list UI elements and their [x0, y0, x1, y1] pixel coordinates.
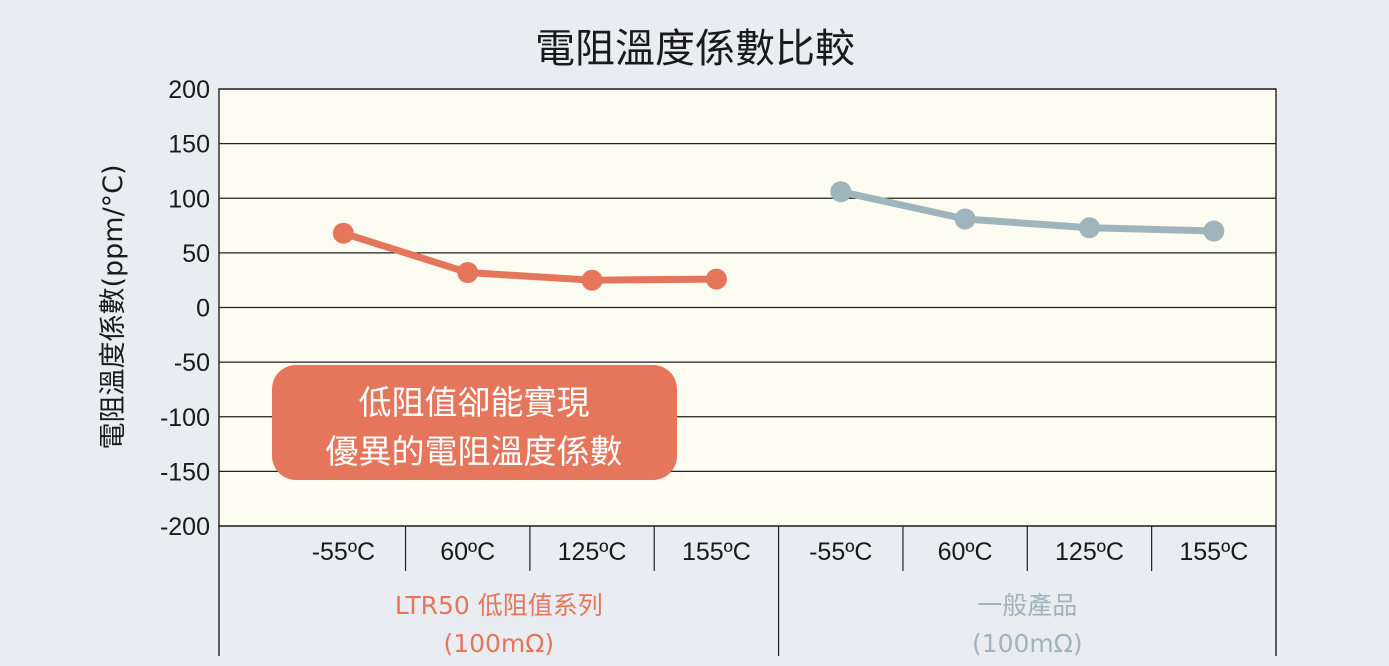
group-label-unit: (100mΩ) [972, 629, 1083, 658]
data-point [954, 208, 976, 230]
data-point [581, 269, 603, 291]
annotation-text-line2: 優異的電阻溫度係數 [326, 432, 623, 471]
x-tick-label: 125ºC [1055, 538, 1124, 566]
data-point [1203, 220, 1225, 242]
y-tick-label: 0 [196, 295, 210, 323]
y-tick-label: 200 [168, 76, 210, 104]
x-tick-label: -55ºC [809, 538, 872, 566]
annotation-text-line1: 低阻值卻能實現 [359, 383, 590, 422]
x-tick-label: -55ºC [312, 538, 375, 566]
y-axis-label: 電阻溫度係數(ppm/°C) [98, 164, 129, 449]
data-point [830, 181, 852, 203]
plot-area: 200 150 100 50 0 -50 -100 -150 -200 -55ºC 60ºC 125º… [160, 76, 1277, 658]
data-point [1078, 217, 1100, 239]
group-label-unit: (100mΩ) [443, 629, 554, 658]
x-tick-label: 155ºC [1179, 538, 1248, 566]
y-tick-label: -200 [160, 513, 210, 541]
y-tick-label: -100 [160, 404, 210, 432]
series-line [339, 229, 720, 284]
y-tick-label: -150 [160, 458, 210, 486]
x-tick-label: 60ºC [938, 538, 993, 566]
x-tick-label: 125ºC [558, 538, 627, 566]
series-line [837, 188, 1218, 235]
data-point [705, 268, 727, 290]
x-tick-label: 155ºC [682, 538, 751, 566]
data-point [332, 222, 354, 244]
plot-frame [218, 88, 1277, 527]
chart-title: 電阻溫度係數比較 [535, 26, 855, 72]
x-tick-label: 60ºC [440, 538, 495, 566]
group-label: 一般產品 [977, 591, 1077, 620]
y-tick-label: -50 [174, 349, 210, 377]
group-label: LTR50 低阻值系列 [395, 591, 603, 620]
y-tick-label: 50 [182, 240, 210, 268]
data-point [457, 262, 479, 284]
annotation-box [272, 365, 677, 480]
y-tick-label: 150 [168, 131, 210, 159]
y-tick-label: 100 [168, 185, 210, 213]
